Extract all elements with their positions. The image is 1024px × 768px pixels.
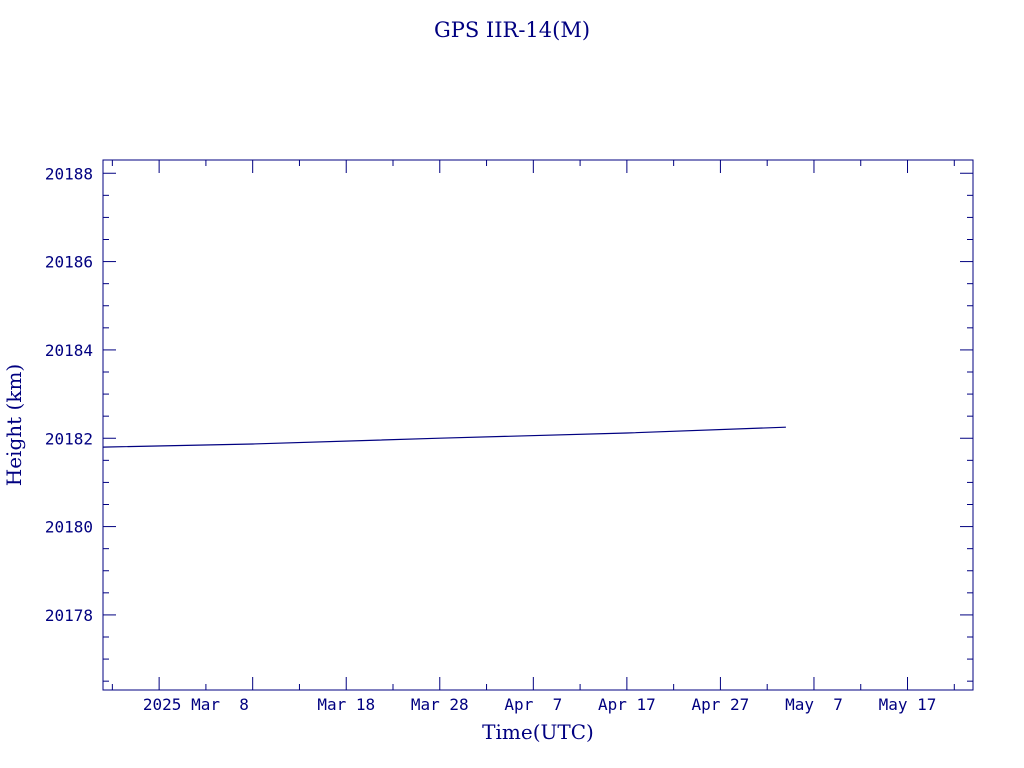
y-tick-label: 20182 xyxy=(45,429,93,448)
plot-frame xyxy=(102,159,974,691)
x-tick-label: Mar 18 xyxy=(317,695,375,714)
y-tick-label: 20180 xyxy=(45,518,93,537)
x-tick-label: Mar 28 xyxy=(411,695,469,714)
y-tick-label: 20184 xyxy=(45,341,93,360)
x-tick-label: Apr 27 xyxy=(692,695,750,714)
series-group xyxy=(102,426,786,448)
x-tick-label: Apr 7 xyxy=(504,695,562,714)
x-tick-label: Apr 17 xyxy=(598,695,656,714)
y-axis-title: Height (km) xyxy=(2,364,26,486)
x-axis-ticks xyxy=(111,160,955,690)
x-tick-label: 2025 Mar 8 xyxy=(143,695,249,714)
x-tick-label: May 17 xyxy=(879,695,937,714)
series-line xyxy=(102,426,786,448)
y-axis-tick-labels: 20178 20180 20182 20184 20186 20188 xyxy=(45,164,93,625)
y-tick-label: 20188 xyxy=(45,164,93,183)
x-axis-tick-labels: 2025 Mar 8 Mar 18 Mar 28 Apr 7 Apr 17 Apr 27 M… xyxy=(143,695,936,714)
y-tick-label: 20178 xyxy=(45,606,93,625)
y-axis-ticks xyxy=(103,172,973,682)
x-axis-title: Time(UTC) xyxy=(482,720,594,744)
x-tick-label: May 7 xyxy=(785,695,843,714)
y-tick-label: 20186 xyxy=(45,253,93,272)
chart-title: GPS IIR-14(M) xyxy=(434,18,590,42)
